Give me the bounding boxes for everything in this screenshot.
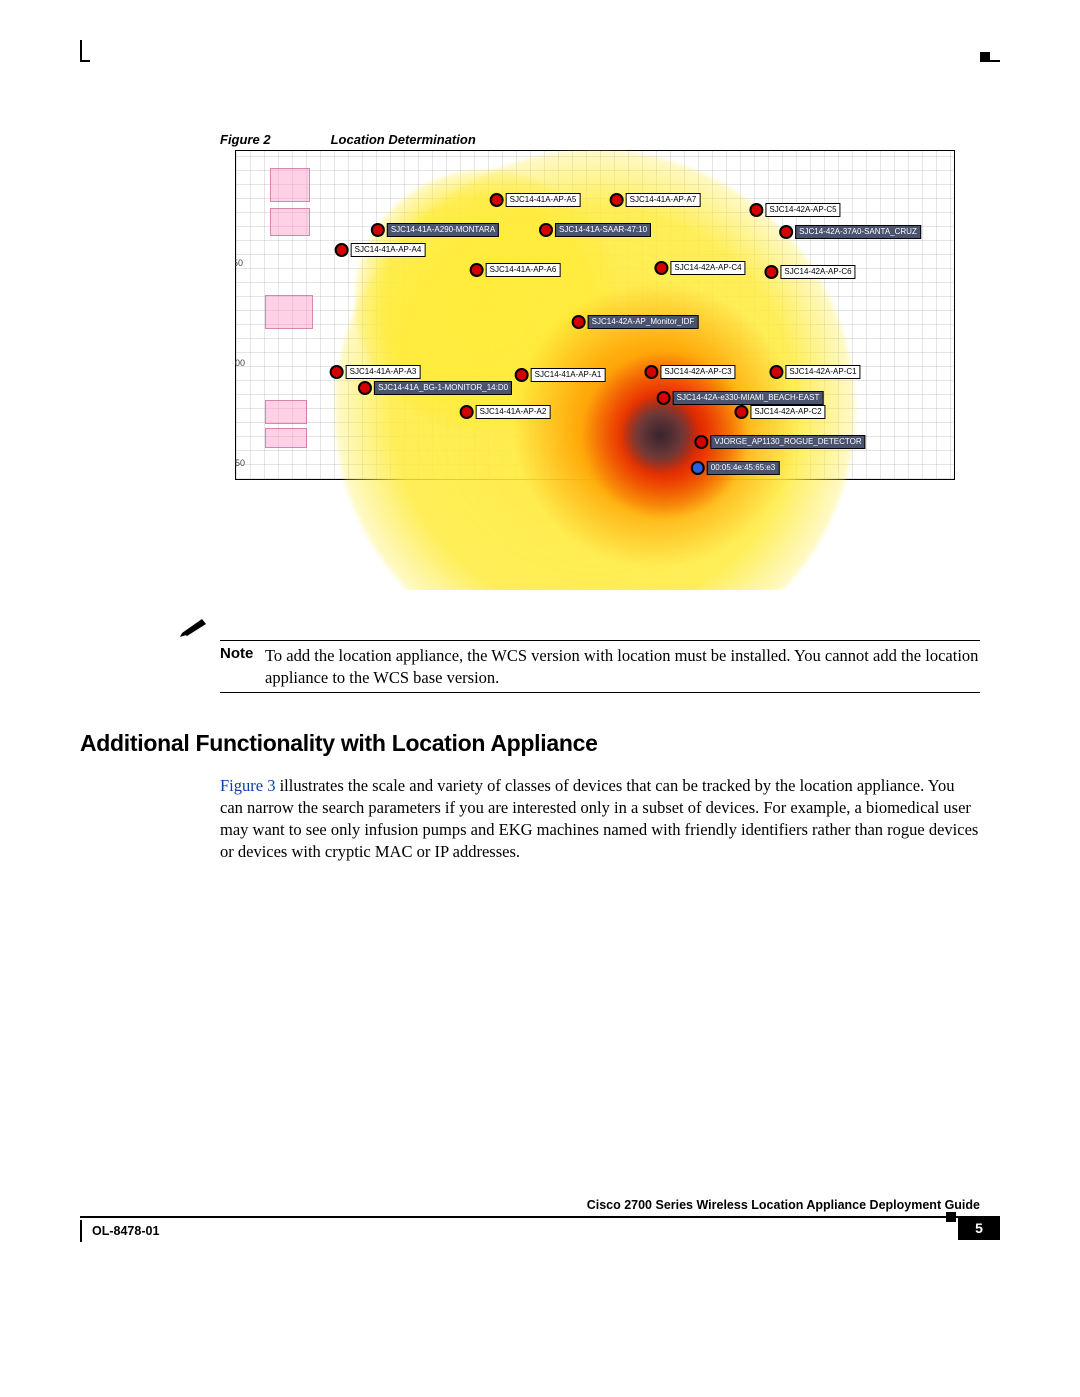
ap-dot-icon [654,261,668,275]
access-point-marker: SJC14-42A-AP-C4 [654,259,745,277]
footer-page-number: 5 [958,1216,1000,1240]
ap-dot-icon [764,265,778,279]
access-point-marker: SJC14-42A-AP_Monitor_IDF [572,313,699,331]
ap-dot-icon [539,223,553,237]
access-point-marker: SJC14-42A-AP-C1 [769,363,860,381]
ap-label: SJC14-41A-AP-A3 [346,365,421,379]
ap-dot-icon [610,193,624,207]
crop-mark [80,60,90,62]
ap-label: SJC14-42A-AP-C5 [765,203,840,217]
access-point-marker: SJC14-41A-AP-A7 [610,191,701,209]
axis-tick: 50 [235,258,243,268]
figure-image: SJC14-41A-AP-A5 SJC14-41A-AP-A7 SJC14-42A-… [235,150,955,590]
ap-label: SJC14-41A-AP-A1 [531,368,606,382]
footer-doc-title: Cisco 2700 Series Wireless Location Appl… [460,1198,980,1212]
highlighted-room [265,295,313,329]
ap-dot-icon [691,461,705,475]
footer-left-bar [80,1220,82,1242]
note-rule-top [220,640,980,641]
crop-mark [80,40,82,62]
body-paragraph: Figure 3 illustrates the scale and varie… [220,775,980,863]
ap-label: SJC14-41A-AP-A2 [476,405,551,419]
access-point-marker: SJC14-42A-AP-C5 [749,201,840,219]
ap-label: SJC14-41A-A290-MONTARA [387,223,499,237]
crop-mark [990,60,1000,62]
highlighted-room [270,168,310,202]
footer-rule [80,1216,980,1218]
ap-dot-icon [694,435,708,449]
ap-label: SJC14-42A-AP-C1 [785,365,860,379]
figure-label: Figure 2 [220,132,271,147]
access-point-marker: VJORGE_AP1130_ROGUE_DETECTOR [694,433,865,451]
figure-3-link[interactable]: Figure 3 [220,776,275,795]
access-point-marker: SJC14-41A_BG-1-MONITOR_14:D0 [358,379,512,397]
ap-dot-icon [335,243,349,257]
footer-doc-id: OL-8478-01 [92,1224,159,1238]
access-point-marker: SJC14-41A-SAAR-47:10 [539,221,651,239]
ap-dot-icon [749,203,763,217]
note-text: To add the location appliance, the WCS v… [265,645,980,689]
ap-label: SJC14-41A_BG-1-MONITOR_14:D0 [374,381,512,395]
ap-label: SJC14-42A-37A0-SANTA_CRUZ [795,225,921,239]
access-point-marker: SJC14-41A-AP-A2 [460,403,551,421]
ap-dot-icon [644,365,658,379]
highlighted-room [265,400,307,424]
access-point-marker: SJC14-41A-AP-A6 [470,261,561,279]
access-point-marker: SJC14-41A-AP-A4 [335,241,426,259]
heatmap-layer [620,395,700,475]
access-point-marker: SJC14-42A-37A0-SANTA_CRUZ [779,223,921,241]
ap-label: VJORGE_AP1130_ROGUE_DETECTOR [710,435,865,449]
ap-label: SJC14-42A-AP-C6 [780,265,855,279]
ap-dot-icon [490,193,504,207]
section-heading: Additional Functionality with Location A… [80,730,598,757]
ap-label: SJC14-42A-AP_Monitor_IDF [588,315,699,329]
access-point-marker: SJC14-41A-AP-A1 [515,366,606,384]
ap-dot-icon [460,405,474,419]
axis-tick: 150 [235,458,245,468]
ap-dot-icon [734,405,748,419]
axis-tick: 100 [235,358,245,368]
ap-dot-icon [657,391,671,405]
figure-caption: Figure 2 Location Determination [220,132,476,147]
ap-dot-icon [358,381,372,395]
ap-dot-icon [371,223,385,237]
access-point-marker: 00:05:4e:45:65:e3 [691,459,780,477]
ap-label: SJC14-41A-AP-A5 [506,193,581,207]
access-point-marker: SJC14-42A-AP-C6 [764,263,855,281]
ap-label: SJC14-41A-SAAR-47:10 [555,223,651,237]
ap-label: SJC14-42A-AP-C4 [670,261,745,275]
footer-tick [946,1212,956,1222]
ap-dot-icon [769,365,783,379]
figure-title: Location Determination [331,132,476,147]
paragraph-rest: illustrates the scale and variety of cla… [220,776,978,861]
note-icon [180,615,210,637]
access-point-marker: SJC14-42A-AP-C3 [644,363,735,381]
page: Figure 2 Location Determination SJC14-41A… [80,40,1000,1220]
ap-dot-icon [572,315,586,329]
highlighted-room [265,428,307,448]
ap-label: SJC14-41A-AP-A6 [486,263,561,277]
ap-label: 00:05:4e:45:65:e3 [707,461,780,475]
ap-label: SJC14-42A-AP-C2 [750,405,825,419]
crop-mark [980,52,990,62]
ap-dot-icon [779,225,793,239]
ap-dot-icon [515,368,529,382]
access-point-marker: SJC14-42A-AP-C2 [734,403,825,421]
highlighted-room [270,208,310,236]
note-label: Note [220,645,253,662]
access-point-marker: SJC14-41A-A290-MONTARA [371,221,499,239]
ap-dot-icon [470,263,484,277]
ap-label: SJC14-41A-AP-A7 [626,193,701,207]
access-point-marker: SJC14-41A-AP-A5 [490,191,581,209]
note-rule-bottom [220,692,980,693]
ap-label: SJC14-41A-AP-A4 [351,243,426,257]
ap-dot-icon [330,365,344,379]
ap-label: SJC14-42A-AP-C3 [660,365,735,379]
